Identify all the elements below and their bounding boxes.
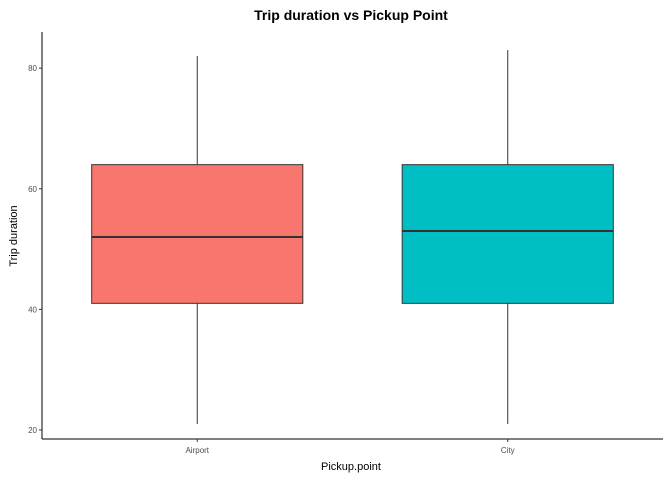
plot-area xyxy=(91,50,614,424)
y-tick-label: 20 xyxy=(28,426,37,435)
chart-title: Trip duration vs Pickup Point xyxy=(254,7,448,23)
y-tick-label: 80 xyxy=(28,64,37,73)
x-tick-label: Airport xyxy=(185,446,209,455)
iqr-box xyxy=(401,164,614,304)
y-tick-label: 40 xyxy=(28,305,37,314)
x-axis-title: Pickup.point xyxy=(321,461,381,473)
iqr-box xyxy=(91,164,304,304)
y-tick-label: 60 xyxy=(28,185,37,194)
box-city xyxy=(401,50,614,424)
box-airport xyxy=(91,56,304,424)
y-axis-title: Trip duration xyxy=(8,205,20,266)
x-tick-label: City xyxy=(501,446,515,455)
